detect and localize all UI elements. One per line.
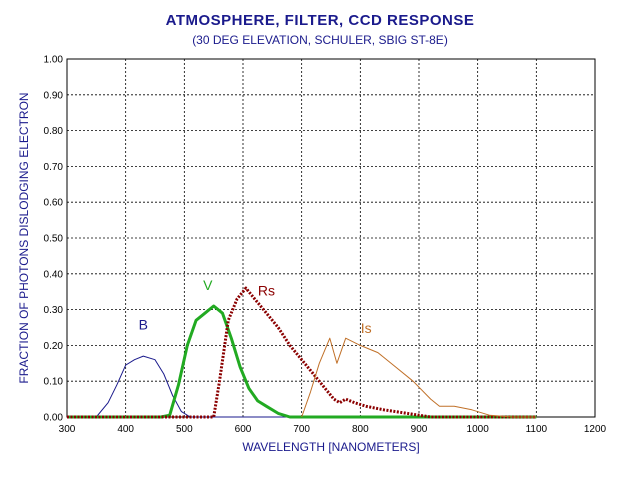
x-tick-label: 500 xyxy=(176,424,193,435)
series-label-is: Is xyxy=(361,320,372,336)
tick-labels: 300 400 500 600 700 800 900 1000 1100 1200 0.00 0.1… xyxy=(44,55,607,436)
series-labels: B V Rs Is xyxy=(139,277,372,336)
y-tick-label: 0.40 xyxy=(44,269,64,280)
series-label-b: B xyxy=(139,316,148,332)
series-lines xyxy=(67,286,537,419)
x-tick-label: 400 xyxy=(117,424,134,435)
series-line-b xyxy=(67,355,537,418)
x-tick-label: 600 xyxy=(235,424,252,435)
series-label-rs: Rs xyxy=(258,282,275,298)
x-tick-label: 800 xyxy=(352,424,369,435)
chart-subtitle: (30 DEG ELEVATION, SCHULER, SBIG ST-8E) xyxy=(192,33,448,47)
y-tick-label: 0.10 xyxy=(44,377,64,388)
series-line-is xyxy=(301,337,537,418)
y-tick-label: 0.30 xyxy=(44,305,64,316)
y-tick-label: 1.00 xyxy=(44,55,64,66)
chart-title: ATMOSPHERE, FILTER, CCD RESPONSE xyxy=(165,12,475,29)
y-tick-label: 0.20 xyxy=(44,341,64,352)
y-tick-label: 0.60 xyxy=(44,198,64,209)
y-tick-label: 0.00 xyxy=(44,413,64,424)
x-tick-label: 1100 xyxy=(526,424,548,435)
x-tick-label: 700 xyxy=(293,424,310,435)
y-tick-label: 0.90 xyxy=(44,90,64,101)
series-label-v: V xyxy=(203,277,213,293)
y-tick-label: 0.80 xyxy=(44,126,64,137)
series-line-rs xyxy=(67,286,537,419)
x-tick-label: 1200 xyxy=(584,424,607,435)
x-axis-label: WAVELENGTH [NANOMETERS] xyxy=(242,440,420,454)
x-tick-label: 900 xyxy=(411,424,428,435)
x-tick-label: 300 xyxy=(59,424,76,435)
x-tick-label: 1000 xyxy=(467,424,490,435)
series-line-v xyxy=(67,304,537,419)
grid-lines xyxy=(67,59,595,417)
y-tick-label: 0.50 xyxy=(44,234,64,245)
y-tick-label: 0.70 xyxy=(44,162,64,173)
